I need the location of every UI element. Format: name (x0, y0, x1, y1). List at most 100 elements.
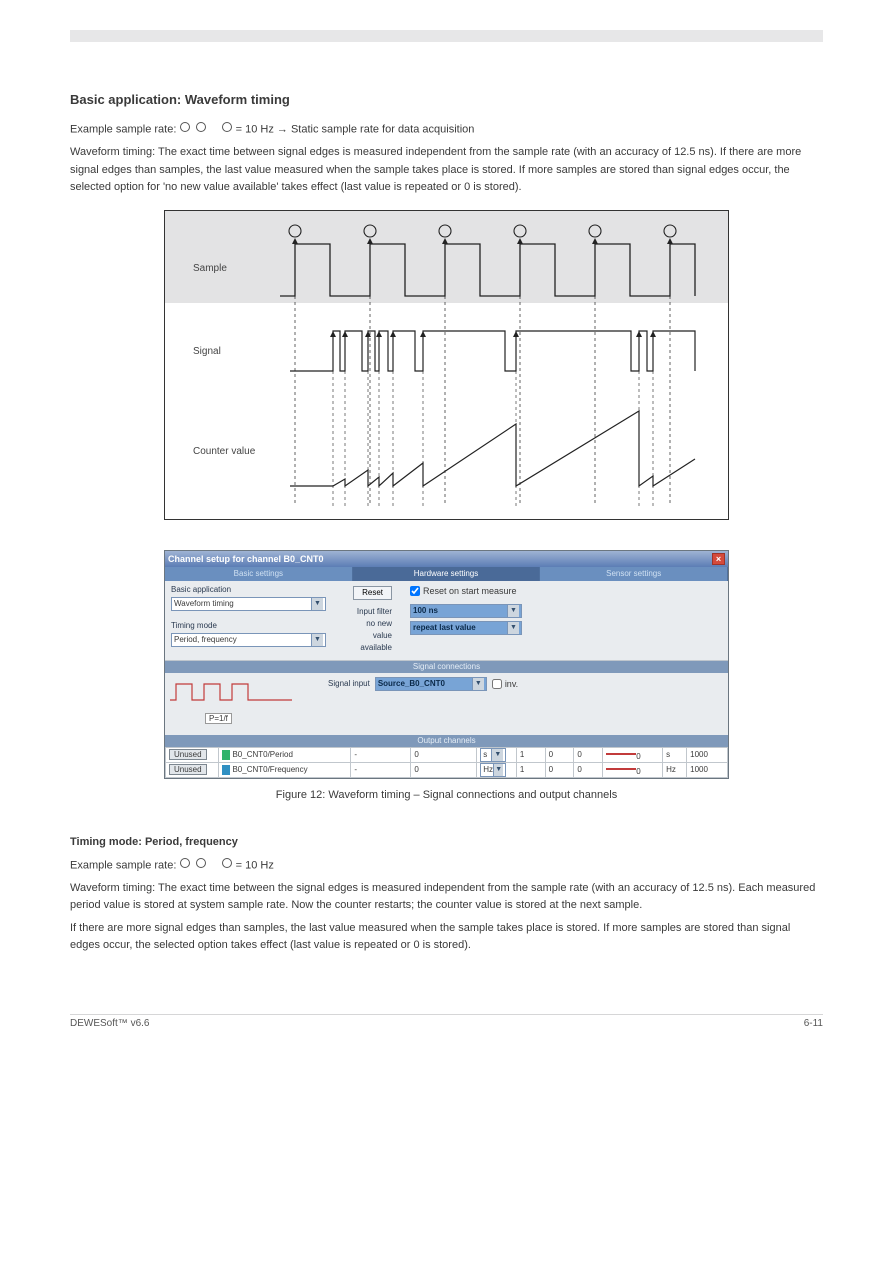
dot-icon (222, 122, 232, 132)
chevron-down-icon: ▼ (311, 598, 323, 610)
select-value: Waveform timing (174, 599, 234, 608)
output-channels-panel: UnusedB0_CNT0/Period-0s▼1000s1000UnusedB… (165, 747, 728, 778)
dot-icon (196, 858, 206, 868)
footer-rule (70, 1014, 823, 1015)
select-nonew[interactable]: repeat last value ▼ (410, 621, 522, 635)
header-divider (70, 30, 823, 42)
cell: 1 (516, 747, 545, 762)
chevron-down-icon: ▼ (507, 605, 519, 617)
select-basic-app[interactable]: Waveform timing ▼ (171, 597, 326, 611)
settings-panel: Basic application Waveform timing ▼ Timi… (165, 581, 728, 661)
tab-hardware[interactable]: Hardware settings (353, 567, 541, 581)
heading-timing-mode: Timing mode: Period, frequency (70, 834, 823, 851)
cell: Hz (663, 762, 687, 777)
sample-dots (179, 857, 232, 874)
sample-dots (179, 121, 232, 138)
page-footer: DEWESoft™ v6.6 6-11 (70, 1018, 823, 1035)
section-waveform-timing: Basic application: Waveform timing Examp… (70, 92, 823, 196)
channel-setup-window: Channel setup for channel B0_CNT0 × Basi… (164, 550, 729, 779)
cell: - (351, 762, 411, 777)
tab-basic[interactable]: Basic settings (165, 567, 353, 581)
chevron-down-icon: ▼ (311, 634, 323, 646)
checkbox-label: inv. (505, 679, 518, 689)
section-title: Basic application: Waveform timing (70, 92, 823, 107)
cell: - (351, 747, 411, 762)
para-desc: Waveform timing: The exact time between … (70, 144, 823, 195)
select-timing-mode[interactable]: Period, frequency ▼ (171, 633, 326, 647)
cell: s (663, 747, 687, 762)
cell: 1 (516, 762, 545, 777)
cell: 0 (411, 747, 477, 762)
unit-select[interactable]: s▼ (480, 748, 506, 762)
label-p-formula: P=1/f (205, 713, 232, 724)
cell: 0 (545, 747, 574, 762)
footer-right: 6-11 (804, 1018, 823, 1029)
cell: 1000 (687, 762, 728, 777)
footer-left: DEWESoft™ v6.6 (70, 1018, 149, 1029)
cell: 0 (603, 762, 663, 777)
used-toggle[interactable]: Unused (169, 764, 207, 775)
band-output-channels: Output channels (165, 735, 728, 747)
chevron-down-icon: ▼ (507, 622, 519, 634)
select-value: Period, frequency (174, 635, 237, 644)
table-row: UnusedB0_CNT0/Period-0s▼1000s1000 (166, 747, 728, 762)
text: = 10 Hz → Static sample rate for data ac… (236, 123, 475, 135)
used-toggle[interactable]: Unused (169, 749, 207, 760)
select-value: Source_B0_CNT0 (378, 679, 445, 688)
label-timing-mode: Timing mode (171, 621, 329, 630)
reset-on-start-checkbox[interactable]: Reset on start measure (410, 586, 560, 596)
para-desc-3: If there are more signal edges than samp… (70, 920, 823, 954)
dot-icon (180, 858, 190, 868)
checkbox-input[interactable] (410, 586, 420, 596)
label-signal-input: Signal input (328, 679, 370, 688)
text: Example sample rate: (70, 859, 179, 871)
cell: 0 (411, 762, 477, 777)
select-value: repeat last value (413, 623, 476, 632)
dot-icon (180, 122, 190, 132)
close-icon[interactable]: × (712, 553, 725, 565)
timing-svg (165, 211, 730, 521)
signal-panel: P=1/f Signal input Source_B0_CNT0 ▼ inv. (165, 673, 728, 735)
window-title: Channel setup for channel B0_CNT0 (168, 554, 324, 564)
tab-sensor[interactable]: Sensor settings (540, 567, 728, 581)
para-sample-rate-2: Example sample rate: = 10 Hz (70, 857, 823, 874)
label-input-filter: Input filter (357, 607, 392, 616)
inv-checkbox[interactable]: inv. (492, 679, 518, 689)
select-signal-input[interactable]: Source_B0_CNT0 ▼ (375, 677, 487, 691)
section-timing-mode: Timing mode: Period, frequency Example s… (70, 834, 823, 955)
dot-icon (196, 122, 206, 132)
tabs: Basic settings Hardware settings Sensor … (165, 567, 728, 581)
cell: 0 (574, 762, 603, 777)
preview-waveform (170, 678, 292, 708)
unit-select[interactable]: Hz▼ (480, 763, 506, 777)
text: = 10 Hz (236, 859, 274, 871)
cell: 0 (574, 747, 603, 762)
cell: 0 (603, 747, 663, 762)
reset-button[interactable]: Reset (353, 586, 392, 600)
select-value: 100 ns (413, 606, 438, 615)
checkbox-label: Reset on start measure (423, 586, 517, 596)
color-swatch (222, 750, 230, 760)
table-row: UnusedB0_CNT0/Frequency-0Hz▼1000Hz1000 (166, 762, 728, 777)
dot-icon (222, 858, 232, 868)
window-titlebar: Channel setup for channel B0_CNT0 × (165, 551, 728, 567)
select-input-filter[interactable]: 100 ns ▼ (410, 604, 522, 618)
figure-ui-screenshot: Channel setup for channel B0_CNT0 × Basi… (164, 550, 729, 779)
figure-caption: Figure 12: Waveform timing – Signal conn… (70, 787, 823, 804)
label-nonew2: value (373, 631, 392, 640)
figure-timing-diagram: Sample Signal Counter value (164, 210, 729, 520)
para-desc-2: Waveform timing: The exact time between … (70, 880, 823, 914)
color-swatch (222, 765, 230, 775)
cell: 0 (545, 762, 574, 777)
checkbox-input[interactable] (492, 679, 502, 689)
text: Example sample rate: (70, 123, 179, 135)
label-nonew3: available (360, 643, 392, 652)
para-sample-rate: Example sample rate: = 10 Hz → Static sa… (70, 121, 823, 138)
label-nonew1: no new (366, 619, 392, 628)
chevron-down-icon: ▼ (472, 678, 484, 690)
label-basic-app: Basic application (171, 585, 329, 594)
cell: 1000 (687, 747, 728, 762)
output-table: UnusedB0_CNT0/Period-0s▼1000s1000UnusedB… (165, 747, 728, 778)
signal-input-row: Signal input Source_B0_CNT0 ▼ inv. (328, 677, 518, 691)
band-signal-connections: Signal connections (165, 661, 728, 673)
